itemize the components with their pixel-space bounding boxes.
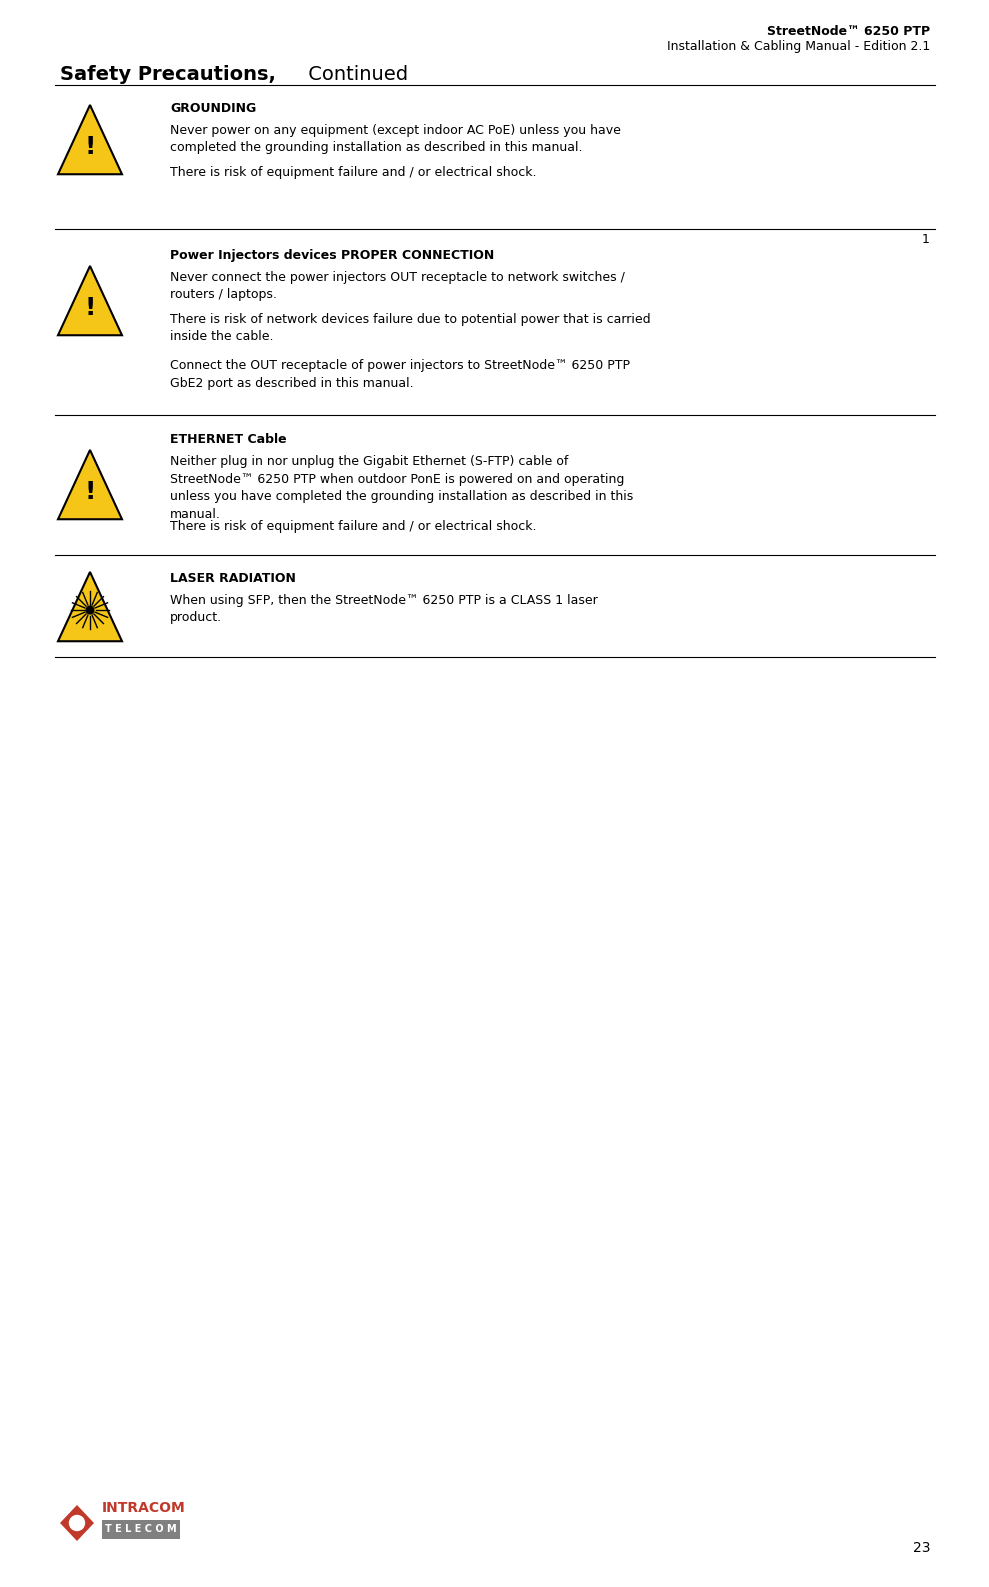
Text: There is risk of equipment failure and / or electrical shock.: There is risk of equipment failure and /…	[170, 167, 536, 179]
Text: T E L E C O M: T E L E C O M	[105, 1525, 177, 1535]
Text: GROUNDING: GROUNDING	[170, 102, 256, 114]
Polygon shape	[58, 571, 122, 641]
Circle shape	[86, 606, 94, 614]
Text: Never power on any equipment (except indoor AC PoE) unless you have
completed th: Never power on any equipment (except ind…	[170, 124, 621, 154]
Text: ETHERNET Cable: ETHERNET Cable	[170, 433, 287, 446]
Polygon shape	[58, 451, 122, 519]
Text: Installation & Cabling Manual - Edition 2.1: Installation & Cabling Manual - Edition …	[667, 40, 930, 52]
Text: !: !	[84, 479, 96, 503]
Text: Continued: Continued	[302, 65, 408, 84]
Text: 1: 1	[922, 233, 930, 246]
Text: Neither plug in nor unplug the Gigabit Ethernet (S-FTP) cable of
StreetNode™ 625: Neither plug in nor unplug the Gigabit E…	[170, 455, 633, 521]
Text: !: !	[84, 295, 96, 319]
Text: LASER RADIATION: LASER RADIATION	[170, 571, 296, 586]
Text: Connect the OUT receptacle of power injectors to StreetNode™ 6250 PTP
GbE2 port : Connect the OUT receptacle of power inje…	[170, 359, 630, 389]
Text: There is risk of equipment failure and / or electrical shock.: There is risk of equipment failure and /…	[170, 521, 536, 533]
Text: !: !	[84, 135, 96, 159]
Text: Power Injectors devices PROPER CONNECTION: Power Injectors devices PROPER CONNECTIO…	[170, 249, 494, 262]
Polygon shape	[60, 1504, 94, 1541]
Polygon shape	[58, 105, 122, 175]
Text: There is risk of network devices failure due to potential power that is carried
: There is risk of network devices failure…	[170, 313, 651, 343]
Polygon shape	[58, 267, 122, 335]
Text: When using SFP, then the StreetNode™ 6250 PTP is a CLASS 1 laser
product.: When using SFP, then the StreetNode™ 625…	[170, 594, 597, 625]
Text: INTRACOM: INTRACOM	[102, 1501, 186, 1516]
Text: Never connect the power injectors OUT receptacle to network switches /
routers /: Never connect the power injectors OUT re…	[170, 271, 625, 302]
FancyBboxPatch shape	[102, 1520, 180, 1539]
Text: 23: 23	[913, 1541, 930, 1555]
Text: Safety Precautions,: Safety Precautions,	[60, 65, 276, 84]
Circle shape	[69, 1516, 84, 1530]
Text: StreetNode™ 6250 PTP: StreetNode™ 6250 PTP	[766, 25, 930, 38]
